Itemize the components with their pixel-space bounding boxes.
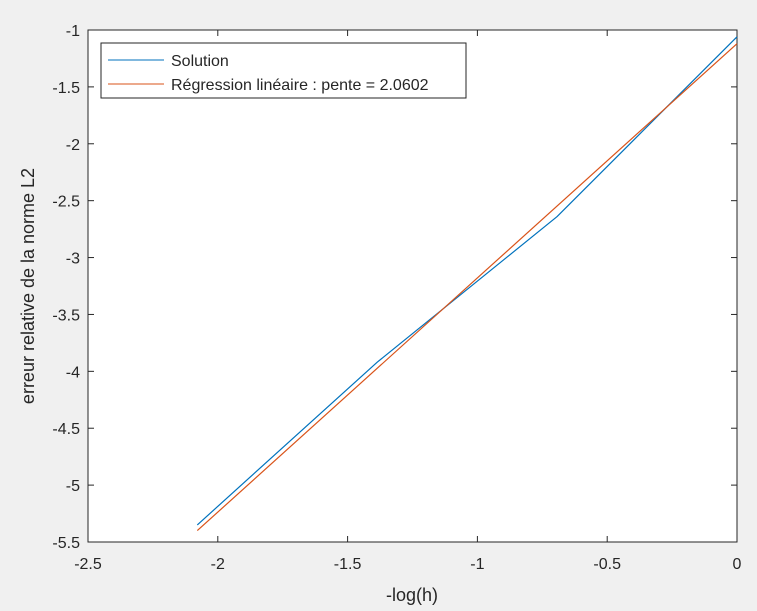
series-layer xyxy=(196,36,738,532)
series-line-regression xyxy=(196,43,738,532)
y-tick-label: -1 xyxy=(66,23,80,40)
legend-label-regression: Régression linéaire : pente = 2.0602 xyxy=(171,77,429,94)
legend-label-solution: Solution xyxy=(171,53,229,70)
y-tick-label: -4.5 xyxy=(52,421,80,438)
x-tick-label: -0.5 xyxy=(593,556,621,573)
y-tick-label: -2 xyxy=(66,137,80,154)
legend: Solution Régression linéaire : pente = 2… xyxy=(100,42,467,99)
series-line-solution xyxy=(196,36,738,526)
y-tick-label: -5.5 xyxy=(52,535,80,552)
y-tick-label: -4 xyxy=(66,364,80,381)
plot-area xyxy=(87,29,738,543)
x-tick-label: -2.5 xyxy=(74,556,102,573)
y-axis-label: erreur relative de la norme L2 xyxy=(18,168,38,404)
x-tick-label: -1 xyxy=(470,556,484,573)
x-tick-label: 0 xyxy=(733,556,742,573)
y-tick-label: -3 xyxy=(66,251,80,268)
x-tick-label: -1.5 xyxy=(334,556,362,573)
y-tick-label: -5 xyxy=(66,478,80,495)
y-tick-label: -2.5 xyxy=(52,194,80,211)
y-tick-label: -1.5 xyxy=(52,80,80,97)
y-tick-label: -3.5 xyxy=(52,307,80,324)
x-tick-label: -2 xyxy=(211,556,225,573)
x-ticks: -2.5 -2 -1.5 -1 -0.5 0 xyxy=(74,30,742,573)
x-axis-label: -log(h) xyxy=(386,585,438,605)
legend-box xyxy=(100,42,467,99)
y-ticks: -1 -1.5 -2 -2.5 -3 -3.5 -4 -4.5 -5 -5.5 xyxy=(52,23,737,552)
